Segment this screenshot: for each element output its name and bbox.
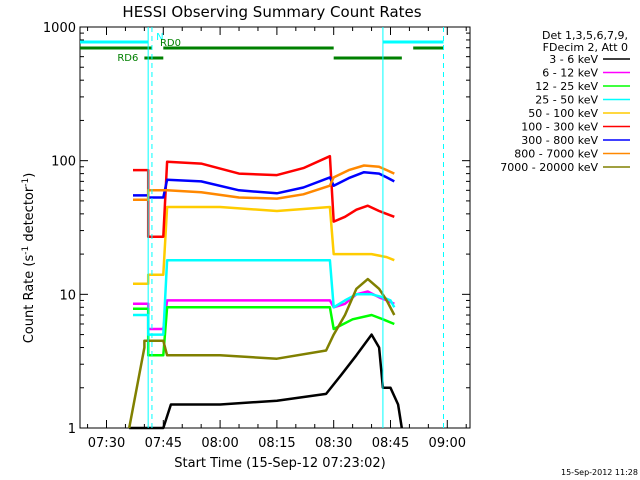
series-line [133, 154, 395, 238]
series-line [133, 258, 396, 336]
y-tick-label: 10 [59, 288, 76, 303]
x-tick-label: 08:00 [201, 436, 238, 451]
series-line [133, 164, 395, 202]
x-tick-label: 08:45 [372, 436, 409, 451]
series-line [133, 306, 395, 357]
x-tick-label: 08:15 [258, 436, 295, 451]
legend-label: 50 - 100 keV [528, 107, 598, 120]
x-tick-label: 07:45 [145, 436, 182, 451]
legend-label: 7000 - 20000 keV [500, 161, 598, 174]
legend: Det 1,3,5,6,7,9,FDecim 2, Att 03 - 6 keV… [500, 29, 630, 174]
series-line [129, 333, 404, 430]
legend-label: 25 - 50 keV [535, 94, 598, 107]
legend-label: 3 - 6 keV [549, 53, 598, 66]
x-tick-label: 09:00 [429, 436, 466, 451]
plot-frame [79, 26, 471, 429]
legend-label: 800 - 7000 keV [514, 148, 598, 161]
y-axis-label: Count Rate (s-1 detector-1) [21, 173, 37, 344]
legend-label: 300 - 800 keV [521, 134, 598, 147]
footer-timestamp: 15-Sep-2012 11:28 [561, 468, 638, 477]
series-line [133, 205, 395, 285]
flag-label: N [156, 32, 163, 43]
plot-axes: 1 10 100 1000 07:30 07:45 08:00 08:15 08:30 08:45… [43, 21, 471, 451]
chart-title: HESSI Observing Summary Count Rates [122, 3, 421, 21]
x-tick-label: 08:30 [315, 436, 352, 451]
legend-label: 12 - 25 keV [535, 80, 598, 93]
series-layer [127, 154, 404, 430]
time-markers [147, 27, 444, 428]
flag-label: RD0 [160, 38, 181, 49]
x-tick-label: 07:30 [88, 436, 125, 451]
y-tick-label: 1 [68, 422, 76, 437]
y-tick-label: 1000 [43, 21, 76, 36]
legend-header: FDecim 2, Att 0 [543, 41, 628, 54]
legend-header: Det 1,3,5,6,7,9, [542, 29, 628, 42]
x-axis-label: Start Time (15-Sep-12 07:23:02) [174, 456, 385, 471]
series-line [133, 290, 395, 331]
flag-label: RD6 [117, 53, 138, 64]
legend-label: 6 - 12 keV [542, 67, 598, 80]
y-tick-label: 100 [51, 155, 76, 170]
series-line [133, 170, 395, 199]
legend-label: 100 - 300 keV [521, 121, 598, 134]
series-line [127, 277, 396, 429]
